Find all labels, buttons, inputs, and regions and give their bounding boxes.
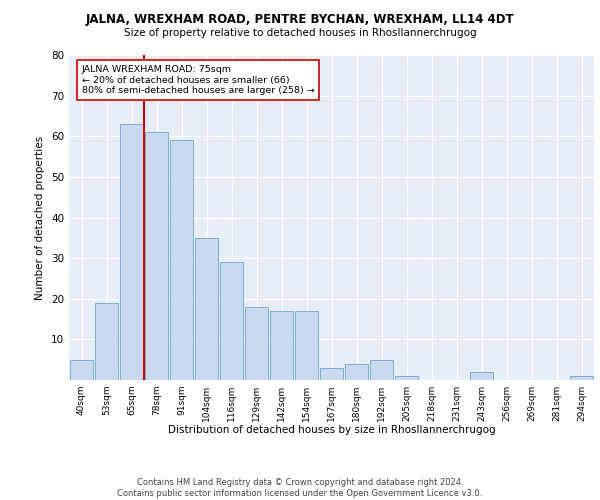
Bar: [395, 376, 418, 380]
Bar: [370, 360, 394, 380]
X-axis label: Distribution of detached houses by size in Rhosllannerchrugog: Distribution of detached houses by size …: [167, 426, 496, 436]
Bar: [220, 262, 244, 380]
Bar: [119, 124, 143, 380]
Bar: [194, 238, 218, 380]
Bar: [170, 140, 193, 380]
Bar: [269, 311, 293, 380]
Text: Contains HM Land Registry data © Crown copyright and database right 2024.
Contai: Contains HM Land Registry data © Crown c…: [118, 478, 482, 498]
Bar: [95, 303, 118, 380]
Bar: [145, 132, 169, 380]
Bar: [569, 376, 593, 380]
Bar: [245, 307, 268, 380]
Y-axis label: Number of detached properties: Number of detached properties: [35, 136, 46, 300]
Text: Size of property relative to detached houses in Rhosllannerchrugog: Size of property relative to detached ho…: [124, 28, 476, 38]
Bar: [320, 368, 343, 380]
Bar: [470, 372, 493, 380]
Bar: [344, 364, 368, 380]
Bar: [295, 311, 319, 380]
Text: JALNA WREXHAM ROAD: 75sqm
← 20% of detached houses are smaller (66)
80% of semi-: JALNA WREXHAM ROAD: 75sqm ← 20% of detac…: [82, 65, 315, 95]
Bar: [70, 360, 94, 380]
Text: JALNA, WREXHAM ROAD, PENTRE BYCHAN, WREXHAM, LL14 4DT: JALNA, WREXHAM ROAD, PENTRE BYCHAN, WREX…: [86, 12, 514, 26]
